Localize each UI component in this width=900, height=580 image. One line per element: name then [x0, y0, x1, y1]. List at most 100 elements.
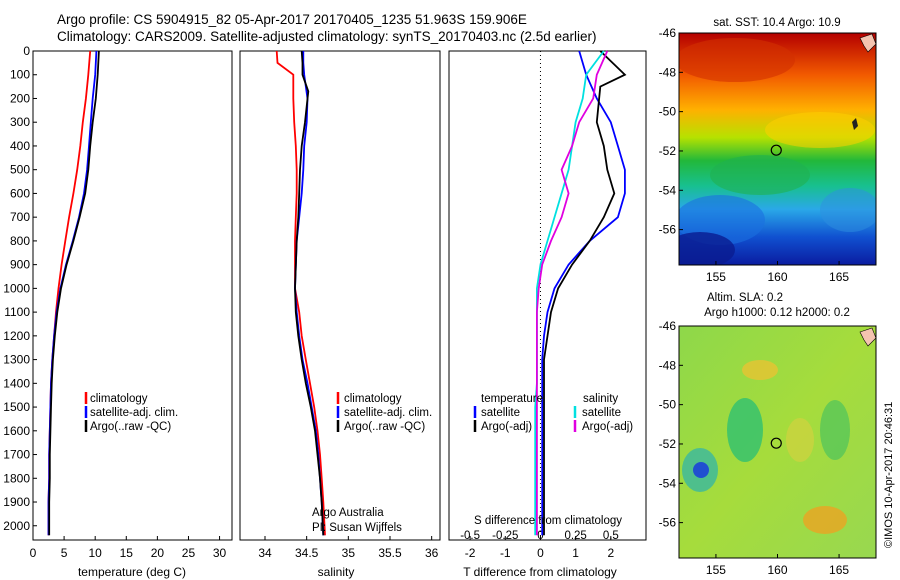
- temperature-profiles: [47, 50, 100, 536]
- depth-tick-label: 1500: [3, 400, 30, 414]
- s-difference-tick-label: -0.25: [492, 530, 518, 542]
- sla-map-title-line-2: Argo h1000: 0.12 h2000: 0.2: [704, 307, 850, 319]
- legend-label-satellite: satellite-adj. clim.: [90, 407, 178, 419]
- latitude-tick-label: -54: [659, 476, 677, 490]
- latitude-tick-label: -48: [659, 358, 677, 372]
- legend-label-s-satellite: satellite: [582, 407, 621, 419]
- longitude-tick-label: 155: [706, 563, 726, 577]
- sla-low-patch: [820, 400, 850, 460]
- depth-tick-label: 1200: [3, 329, 30, 343]
- depth-tick-label: 1000: [3, 281, 30, 295]
- temperature-tick-label: 10: [89, 546, 103, 560]
- temperature-panel: 0100200300400500600700800900100011001200…: [3, 44, 233, 579]
- s-difference-tick-label: 0.25: [564, 530, 586, 542]
- depth-tick-label: 600: [10, 186, 30, 200]
- sla-high-patch: [742, 360, 778, 380]
- salinity-tick-label: 34.5: [295, 546, 319, 560]
- series-line-climatology: [47, 50, 92, 536]
- legend-label-argo: Argo(..raw -QC): [90, 421, 171, 433]
- salinity-plot-frame: [239, 50, 441, 541]
- temperature-axis-label: temperature (deg C): [78, 565, 186, 579]
- annotation-pi: PI: Susan Wijffels: [312, 522, 402, 534]
- salinity-tick-label: 36: [425, 546, 439, 560]
- sla-latitude-ticks: -46 -48 -50 -52 -54 -56: [659, 319, 683, 530]
- depth-axis-ticks: 0 100 200 300 400 500 600 700 800 900 1000 1100 1200…: [3, 44, 37, 533]
- sst-latitude-ticks: -46 -48 -50 -52 -54 -56: [659, 26, 683, 237]
- salinity-tick-label: 34: [258, 546, 272, 560]
- temperature-tick-label: 20: [151, 546, 165, 560]
- latitude-tick-label: -46: [659, 319, 677, 333]
- t-difference-tick-label: 1: [572, 546, 579, 560]
- salinity-axis-ticks: 34 34.5 35 35.5 36: [258, 536, 439, 560]
- series-line-salinity-satellite: [534, 50, 605, 536]
- sla-high-patch: [803, 506, 847, 534]
- sla-map-title-line-1: Altim. SLA: 0.2: [707, 292, 783, 304]
- series-line-salinity-argo-adj-: [536, 50, 609, 536]
- s-difference-axis-label: S difference from climatology: [474, 515, 622, 527]
- depth-tick-label: 800: [10, 234, 30, 248]
- latitude-tick-label: -46: [659, 26, 677, 40]
- temperature-plot-frame: [32, 50, 233, 541]
- depth-tick-label: 1800: [3, 471, 30, 485]
- longitude-tick-label: 155: [706, 270, 726, 284]
- t-difference-tick-label: -2: [465, 546, 476, 560]
- s-difference-axis-ticks: -0.5 -0.25 0 0.25 0.5: [460, 530, 619, 542]
- s-difference-tick-label: 0: [537, 530, 543, 542]
- temperature-legend: climatology satellite-adj. clim. Argo(..…: [84, 392, 178, 433]
- legend-label-argo: Argo(..raw -QC): [344, 421, 425, 433]
- temperature-axis-ticks: 0 5 10 15 20 25 30: [30, 536, 227, 560]
- depth-tick-label: 1100: [4, 305, 30, 319]
- sst-cold-patch: [679, 232, 735, 265]
- series-line-satellite-adj-clim-: [47, 50, 98, 536]
- latitude-tick-label: -50: [659, 105, 677, 119]
- depth-tick-label: 1400: [3, 376, 30, 390]
- header-line-1: Argo profile: CS 5904915_82 05-Apr-2017 …: [57, 12, 527, 27]
- legend-title-salinity: salinity: [583, 393, 618, 405]
- depth-tick-label: 100: [10, 68, 30, 82]
- sst-map-panel: sat. SST: 10.4 Argo: 10.9 155 160 165 -46-…: [659, 17, 877, 284]
- salinity-tick-label: 35.5: [378, 546, 402, 560]
- difference-panel: -2 -1 0 1 2 -0.5 -0.25 0 0.25 0.5 S difference f…: [448, 50, 647, 579]
- legend-title-temperature: temperature: [481, 393, 543, 405]
- salinity-axis-label: salinity: [318, 565, 355, 579]
- latitude-tick-label: -52: [659, 437, 677, 451]
- sla-longitude-ticks: 155 160 165: [706, 554, 849, 577]
- difference-legend: temperature satellite Argo(-adj) salinit…: [473, 393, 633, 433]
- latitude-tick-label: -56: [659, 516, 677, 530]
- depth-tick-label: 1900: [3, 495, 30, 509]
- island-shape: [859, 327, 876, 347]
- series-line-temperature-satellite: [541, 50, 626, 536]
- sst-green-tongue: [710, 155, 810, 195]
- t-difference-tick-label: -1: [500, 546, 511, 560]
- depth-tick-label: 500: [10, 163, 30, 177]
- temperature-tick-label: 15: [120, 546, 134, 560]
- latitude-tick-label: -56: [659, 223, 677, 237]
- argo-location-marker: [770, 144, 782, 156]
- imos-timestamp-label: ©IMOS 10-Apr-2017 20:46:31: [883, 402, 895, 548]
- t-difference-axis-ticks: -2 -1 0 1 2: [465, 536, 614, 560]
- t-difference-tick-label: 2: [607, 546, 614, 560]
- longitude-tick-label: 165: [829, 563, 849, 577]
- difference-plot-frame: [448, 50, 647, 541]
- salinity-legend: climatology satellite-adj. clim. Argo(..…: [336, 392, 432, 433]
- series-line-argo-raw-qc-: [294, 50, 325, 536]
- depth-tick-label: 700: [10, 210, 30, 224]
- depth-tick-label: 1300: [3, 353, 30, 367]
- difference-profiles: [534, 50, 627, 536]
- sst-east-cool: [820, 188, 876, 232]
- depth-tick-label: 900: [10, 258, 30, 272]
- sla-high-patch: [786, 418, 814, 462]
- salinity-panel: 34 34.5 35 35.5 36 salinity climatology sate…: [239, 50, 441, 579]
- sst-front-patch: [765, 112, 875, 148]
- sst-warm-patch: [679, 38, 795, 82]
- temperature-tick-label: 25: [182, 546, 196, 560]
- annotation-argo-australia: Argo Australia: [312, 507, 384, 519]
- argo-location-marker: [770, 437, 782, 449]
- legend-label-s-argo: Argo(-adj): [582, 421, 633, 433]
- series-line-temperature-argo-adj-: [543, 50, 627, 536]
- salinity-tick-label: 35: [342, 546, 356, 560]
- depth-tick-label: 300: [10, 115, 30, 129]
- island-shape: [852, 118, 858, 130]
- depth-tick-label: 200: [10, 91, 30, 105]
